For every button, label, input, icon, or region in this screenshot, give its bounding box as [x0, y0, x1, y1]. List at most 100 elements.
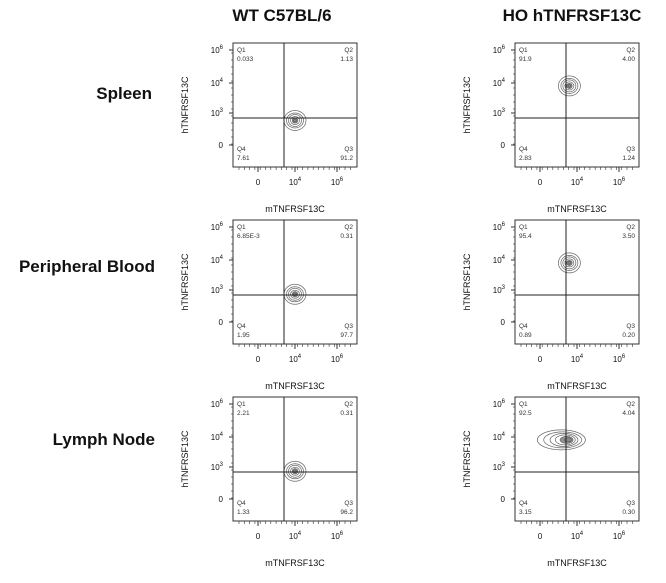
x-tick-label: 0 — [256, 355, 261, 364]
population-contour — [288, 287, 302, 301]
quadrant-label-q3: Q3 — [626, 500, 635, 507]
y-tick-label: 0 — [501, 495, 506, 504]
row-label-peripheral-blood: Peripheral Blood — [18, 257, 155, 276]
y-axis-label: hTNFRSF13C — [462, 430, 472, 488]
quadrant-value-q4: 3.15 — [519, 509, 532, 516]
y-axis-label: hTNFRSF13C — [180, 76, 190, 134]
population-contour — [564, 437, 572, 443]
x-tick-label: 0 — [256, 532, 261, 541]
y-tick-label: 104 — [211, 78, 224, 88]
flow-plot-svg: Q1 91.9 Q2 4.00 Q4 2.83 Q3 1.24 106 104 103 0 0 104 10… — [462, 42, 640, 214]
flow-plot-svg: Q1 92.5 Q2 4.04 Q4 3.15 Q3 0.30 106 104 103 0 0 104 10… — [462, 396, 640, 568]
y-tick-label: 106 — [211, 399, 224, 409]
quadrant-label-q4: Q4 — [519, 146, 528, 153]
quadrant-label-q2: Q2 — [626, 47, 635, 54]
quadrant-label-q4: Q4 — [519, 500, 528, 507]
x-tick-label: 106 — [331, 354, 344, 364]
plot-frame — [232, 219, 358, 345]
y-tick-label: 103 — [211, 462, 224, 472]
quadrant-value-q2: 4.04 — [622, 410, 635, 417]
y-tick-label: 0 — [501, 141, 506, 150]
x-axis-label: mTNFRSF13C — [265, 558, 325, 568]
flow-plot-1: Q1 0.033 Q2 1.13 Q4 7.61 Q3 91.2 106 104 103 0 0 104 1… — [173, 37, 373, 227]
quadrant-value-q1: 0.033 — [237, 56, 254, 63]
quadrant-value-q3: 0.20 — [622, 332, 635, 339]
y-tick-label: 103 — [493, 108, 506, 118]
population-contour — [554, 434, 576, 446]
population-contour — [286, 286, 304, 303]
population-contour — [537, 429, 586, 451]
y-axis-label: hTNFRSF13C — [462, 76, 472, 134]
column-title-ho: HO hTNFRSF13C — [502, 6, 642, 25]
quadrant-value-q1: 91.9 — [519, 56, 532, 63]
row-label-spleen: Spleen — [96, 84, 152, 103]
quadrant-label-q4: Q4 — [519, 323, 528, 330]
quadrant-value-q3: 97.7 — [340, 332, 353, 339]
population-contour — [288, 114, 302, 127]
quadrant-value-q2: 0.31 — [340, 410, 353, 417]
population-contour — [564, 81, 575, 91]
x-tick-label: 106 — [331, 177, 344, 187]
x-axis-label: mTNFRSF13C — [547, 558, 607, 568]
y-tick-label: 103 — [493, 285, 506, 295]
population-contour — [293, 118, 297, 123]
y-tick-label: 103 — [493, 462, 506, 472]
y-tick-label: 106 — [211, 222, 224, 232]
quadrant-label-q2: Q2 — [626, 224, 635, 231]
quadrant-value-q2: 4.00 — [622, 56, 635, 63]
quadrant-label-q3: Q3 — [626, 323, 635, 330]
population-contour — [288, 464, 302, 478]
flow-plot-5: Q1 2.21 Q2 0.31 Q4 1.33 Q3 96.2 106 104 103 0 0 104 10… — [173, 391, 373, 581]
plot-frame — [232, 42, 358, 168]
flow-plot-2: Q1 91.9 Q2 4.00 Q4 2.83 Q3 1.24 106 104 103 0 0 104 10… — [455, 37, 655, 227]
x-axis-label: mTNFRSF13C — [265, 381, 325, 391]
x-tick-label: 0 — [538, 178, 543, 187]
population-contour — [290, 466, 300, 476]
x-axis-label: mTNFRSF13C — [547, 381, 607, 391]
y-tick-label: 0 — [219, 495, 224, 504]
flow-plot-svg: Q1 0.033 Q2 1.13 Q4 7.61 Q3 91.2 106 104 103 0 0 104 1… — [180, 42, 358, 214]
y-tick-label: 104 — [493, 432, 506, 442]
quadrant-value-q1: 2.21 — [237, 410, 250, 417]
y-tick-label: 0 — [219, 141, 224, 150]
quadrant-value-q4: 2.83 — [519, 155, 532, 162]
y-axis-label: hTNFRSF13C — [180, 253, 190, 311]
quadrant-label-q1: Q1 — [519, 401, 528, 408]
quadrant-label-q3: Q3 — [344, 500, 353, 507]
quadrant-label-q3: Q3 — [626, 146, 635, 153]
population-contour — [560, 255, 579, 271]
x-tick-label: 104 — [571, 531, 584, 541]
quadrant-value-q4: 7.61 — [237, 155, 250, 162]
quadrant-value-q3: 91.2 — [340, 155, 353, 162]
population-contour — [286, 112, 304, 129]
y-tick-label: 104 — [493, 255, 506, 265]
quadrant-label-q1: Q1 — [519, 47, 528, 54]
quadrant-value-q4: 1.33 — [237, 509, 250, 516]
x-tick-label: 106 — [613, 177, 626, 187]
y-tick-label: 0 — [501, 318, 506, 327]
population-contour — [543, 431, 583, 449]
population-contour — [567, 261, 572, 265]
y-tick-label: 106 — [493, 45, 506, 55]
row-label-lymph-node: Lymph Node — [52, 430, 155, 449]
quadrant-value-q1: 92.5 — [519, 410, 532, 417]
quadrant-label-q4: Q4 — [237, 323, 246, 330]
population-contour — [560, 78, 579, 94]
y-tick-label: 104 — [493, 78, 506, 88]
population-contour — [549, 433, 579, 447]
quadrant-label-q3: Q3 — [344, 323, 353, 330]
quadrant-label-q2: Q2 — [344, 47, 353, 54]
population-contour — [286, 463, 304, 480]
quadrant-value-q2: 1.13 — [340, 56, 353, 63]
quadrant-label-q2: Q2 — [344, 401, 353, 408]
y-tick-label: 104 — [211, 255, 224, 265]
quadrant-value-q1: 6.85E-3 — [237, 233, 260, 240]
quadrant-label-q1: Q1 — [519, 224, 528, 231]
quadrant-label-q2: Q2 — [344, 224, 353, 231]
population-contour — [558, 252, 581, 274]
plot-frame — [514, 42, 640, 168]
population-contour — [562, 256, 577, 270]
quadrant-label-q1: Q1 — [237, 224, 246, 231]
quadrant-label-q1: Q1 — [237, 401, 246, 408]
